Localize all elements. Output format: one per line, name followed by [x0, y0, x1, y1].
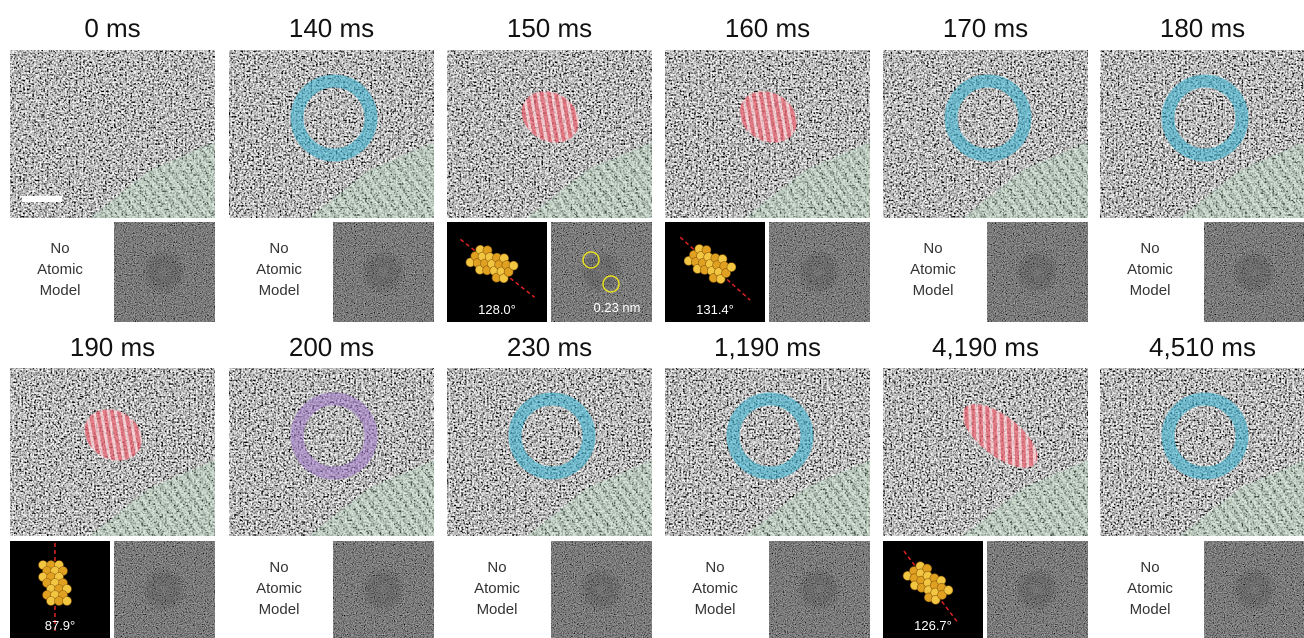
model-text: Atomic — [1127, 580, 1173, 597]
model-angle: 126.7° — [914, 618, 952, 633]
atom — [47, 597, 56, 606]
panel-time: 1,190 ms — [714, 332, 821, 362]
fft-center — [142, 568, 186, 612]
panel-time: 0 ms — [84, 13, 140, 43]
fft-center — [797, 568, 841, 612]
fft-center — [142, 250, 186, 294]
atom — [55, 597, 64, 606]
panel-time: 200 ms — [289, 332, 374, 362]
model-text: Atomic — [910, 261, 956, 278]
panel: 200 ms No Atomic Model — [229, 332, 434, 638]
model-text: Model — [1130, 601, 1171, 618]
model-text: No — [269, 559, 288, 576]
atom — [63, 597, 72, 606]
panel: 4,510 ms No Atomic Model — [1100, 332, 1304, 638]
model-angle: 87.9° — [45, 618, 76, 633]
model-text: Model — [259, 282, 300, 299]
model-angle: 131.4° — [696, 302, 734, 317]
fft-center — [579, 568, 623, 612]
model-text: No — [923, 240, 942, 257]
model-text: No — [1140, 240, 1159, 257]
fft-center — [361, 250, 405, 294]
model-text: Atomic — [256, 261, 302, 278]
panel-time: 190 ms — [70, 332, 155, 362]
fft-center — [1232, 568, 1276, 612]
panel: 180 ms No Atomic Model — [1100, 13, 1304, 322]
panel: 150 ms 128.0° 0.23 nm — [447, 13, 652, 322]
model-text: Atomic — [1127, 261, 1173, 278]
model-text: No — [269, 240, 288, 257]
panel-time: 180 ms — [1160, 13, 1245, 43]
model-text: Model — [695, 601, 736, 618]
model-text: Model — [477, 601, 518, 618]
panel: 170 ms No Atomic Model — [883, 13, 1088, 322]
fft-center — [1232, 250, 1276, 294]
panel: 230 ms No Atomic Model — [447, 332, 652, 638]
figure: 0 ms No Atomic Model 140 ms No Atomic Model 150 … — [0, 0, 1304, 638]
model-text: Model — [40, 282, 81, 299]
fft-center — [797, 250, 841, 294]
fft-center — [1015, 568, 1059, 612]
panel-time: 160 ms — [725, 13, 810, 43]
panel: 140 ms No Atomic Model — [229, 13, 434, 322]
model-text: No — [487, 559, 506, 576]
panel: 1,190 ms No Atomic Model — [665, 332, 870, 638]
model-text: Atomic — [256, 580, 302, 597]
model-text: Model — [913, 282, 954, 299]
panel-time: 230 ms — [507, 332, 592, 362]
fft-center — [361, 568, 405, 612]
panel: 0 ms No Atomic Model — [10, 13, 215, 322]
scale-bar — [22, 196, 62, 202]
model-text: No — [705, 559, 724, 576]
panel-time: 140 ms — [289, 13, 374, 43]
model-text: Atomic — [692, 580, 738, 597]
panel-time: 150 ms — [507, 13, 592, 43]
panel-time: 4,190 ms — [932, 332, 1039, 362]
panel: 190 ms 87.9° — [10, 332, 215, 638]
fft-center — [579, 250, 623, 294]
model-angle: 128.0° — [478, 302, 516, 317]
panel-time: 170 ms — [943, 13, 1028, 43]
panel: 160 ms 131.4° — [665, 13, 870, 322]
model-text: Model — [259, 601, 300, 618]
model-text: Model — [1130, 282, 1171, 299]
fft-center — [1015, 250, 1059, 294]
model-text: No — [50, 240, 69, 257]
panel: 4,190 ms 126.7° — [883, 332, 1088, 638]
fft-label: 0.23 nm — [594, 300, 641, 315]
model-text: Atomic — [474, 580, 520, 597]
model-text: Atomic — [37, 261, 83, 278]
model-text: No — [1140, 559, 1159, 576]
panel-time: 4,510 ms — [1149, 332, 1256, 362]
